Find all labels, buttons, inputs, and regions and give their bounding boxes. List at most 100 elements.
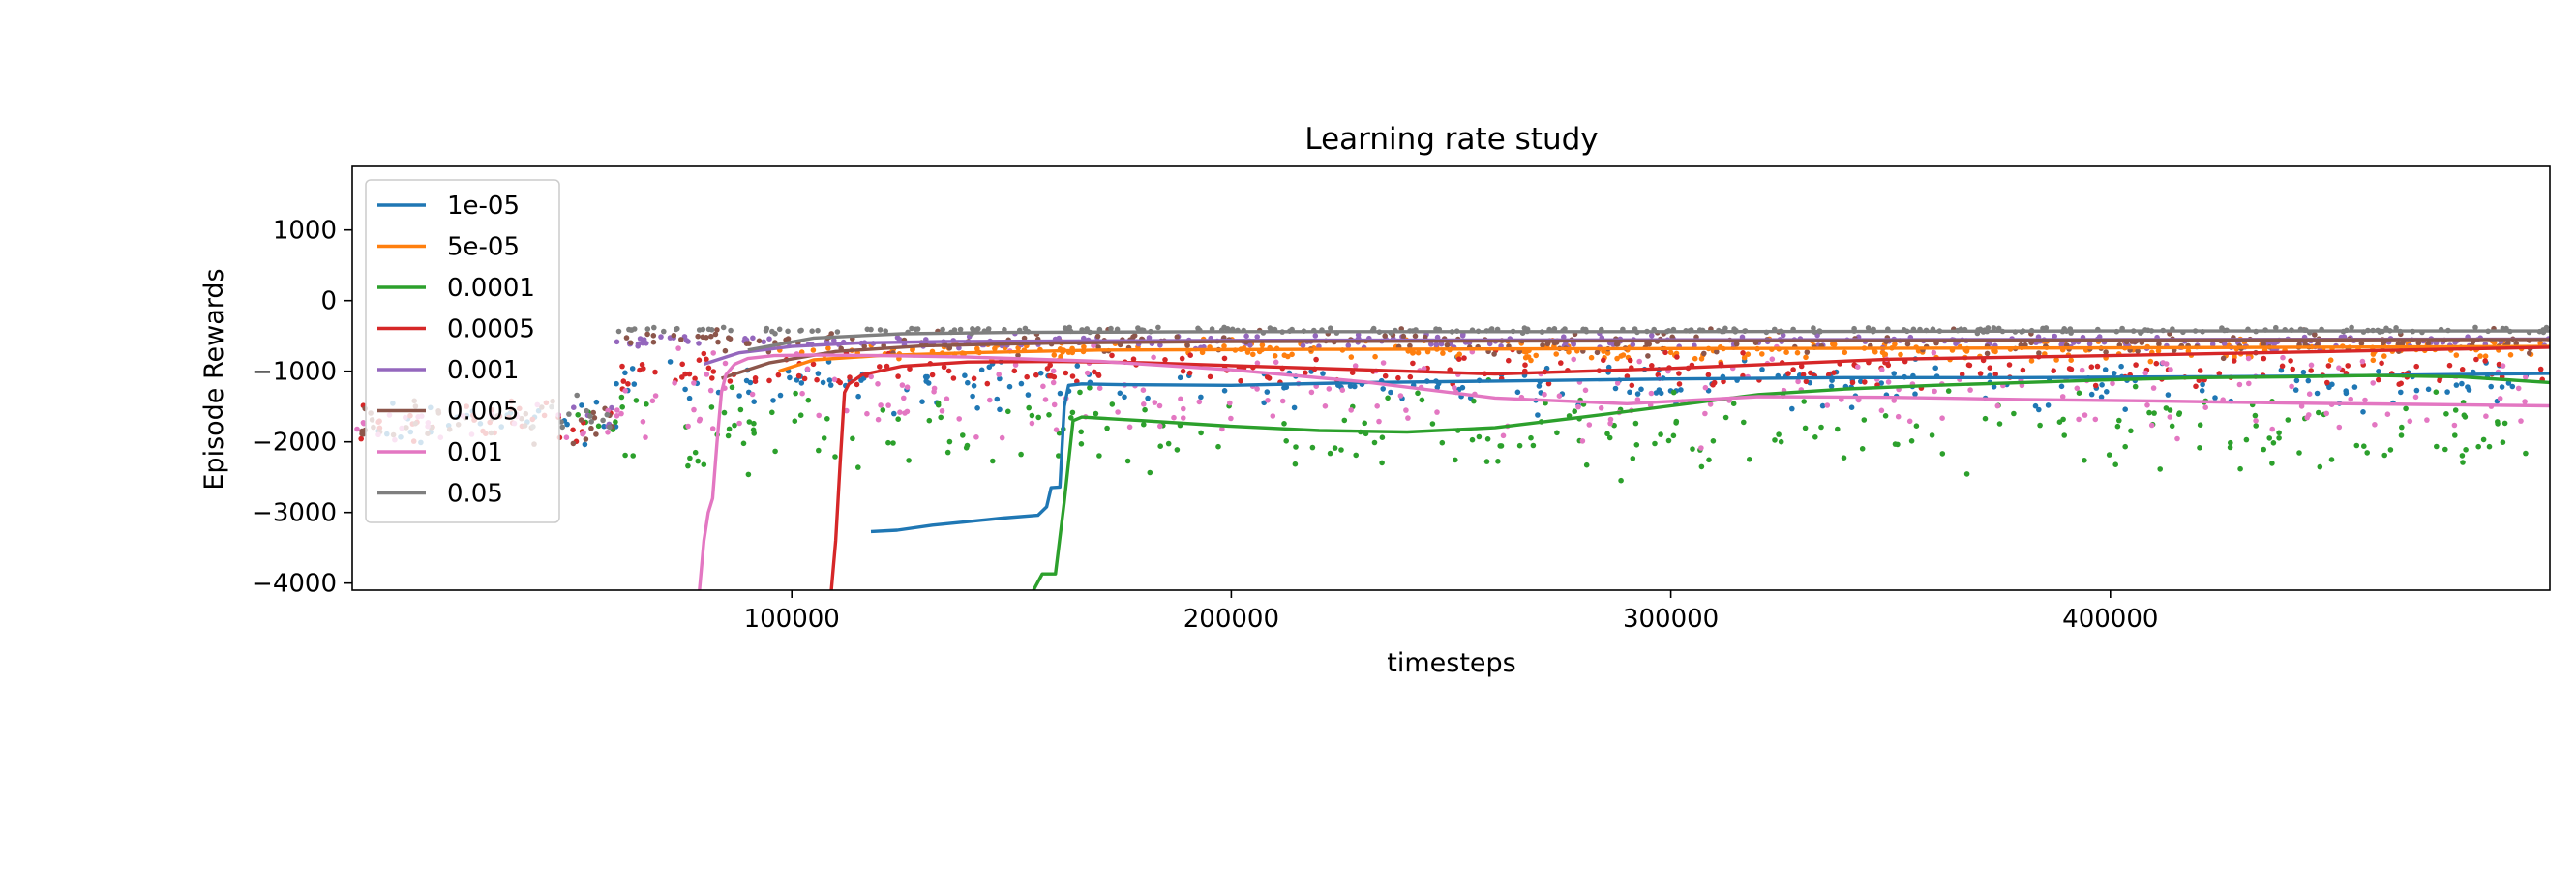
scatter-point <box>2398 389 2404 396</box>
scatter-point <box>1638 386 1644 393</box>
scatter-point <box>1795 378 1801 385</box>
scatter-point <box>960 432 966 438</box>
scatter-point <box>1645 353 1651 359</box>
scatter-point <box>2345 363 2351 369</box>
scatter-point <box>2452 432 2458 438</box>
scatter-point <box>1313 356 1319 363</box>
scatter-point <box>971 383 977 389</box>
scatter-point <box>2092 382 2099 389</box>
scatter-point <box>832 454 838 460</box>
x-tick-label: 300000 <box>1623 605 1719 634</box>
scatter-point <box>2099 382 2105 388</box>
scatter-point <box>1535 412 1541 418</box>
scatter-point <box>997 375 1003 382</box>
scatter-point <box>2328 457 2335 462</box>
scatter-point <box>1066 324 1072 331</box>
scatter-point <box>1882 413 1889 419</box>
scatter-point <box>899 382 906 388</box>
scatter-point <box>1096 385 1103 392</box>
scatter-point <box>897 409 903 416</box>
scatter-point <box>1701 350 1707 357</box>
scatter-point <box>2523 374 2529 380</box>
scatter-point <box>1667 349 1674 356</box>
legend-box <box>365 179 560 523</box>
scatter-point <box>1670 432 1677 439</box>
scatter-point <box>2209 342 2216 347</box>
scatter-point <box>2325 363 2332 369</box>
scatter-point <box>1285 353 1291 360</box>
scatter-point <box>922 373 929 380</box>
scatter-point <box>1604 350 1611 356</box>
scatter-point <box>2312 332 2318 338</box>
scatter-point <box>1776 431 1782 437</box>
scatter-point <box>2463 447 2469 453</box>
scatter-point <box>1439 439 1446 446</box>
scatter-point <box>2381 452 2387 459</box>
scatter-point <box>630 453 636 459</box>
scatter-point <box>1254 334 1260 340</box>
scatter-point <box>1141 421 1147 428</box>
scatter-point <box>2308 368 2314 373</box>
scatter-point <box>640 419 646 425</box>
scatter-point <box>2197 445 2202 451</box>
scatter-point <box>831 376 838 383</box>
scatter-point <box>1400 333 1407 340</box>
scatter-point <box>761 339 766 345</box>
scatter-point <box>1530 442 1537 449</box>
scatter-point <box>1348 407 1354 413</box>
scatter-point <box>1087 385 1093 391</box>
scatter-point <box>1759 351 1765 357</box>
scatter-point <box>2336 365 2342 372</box>
scatter-point <box>1841 455 1847 461</box>
scatter-point <box>2308 362 2315 369</box>
scatter-point <box>785 328 791 335</box>
scatter-point <box>574 392 580 399</box>
scatter-point <box>1673 420 1679 426</box>
scatter-point <box>1109 401 1116 407</box>
scatter-point <box>1769 356 1776 363</box>
scatter-point <box>1018 380 1025 387</box>
scatter-point <box>2061 432 2067 438</box>
scatter-point <box>1142 406 1148 413</box>
scatter-point <box>736 420 742 427</box>
scatter-point <box>944 449 951 456</box>
scatter-point <box>2243 436 2250 443</box>
scatter-point <box>749 391 756 398</box>
scatter-point <box>695 333 701 340</box>
scatter-point <box>906 458 912 463</box>
scatter-point <box>360 431 367 437</box>
scatter-point <box>2271 341 2277 347</box>
scatter-point <box>1811 325 1816 331</box>
scatter-point <box>578 417 584 423</box>
scatter-point <box>707 387 714 394</box>
scatter-point <box>1801 399 1807 404</box>
scatter-point <box>1063 370 1069 376</box>
scatter-point <box>1092 369 1097 375</box>
scatter-point <box>1047 372 1053 379</box>
scatter-point <box>570 427 576 433</box>
scatter-point <box>2413 387 2420 394</box>
scatter-point <box>1540 342 1545 348</box>
scatter-point <box>685 462 691 469</box>
scatter-point <box>1772 437 1778 443</box>
scatter-point <box>815 371 822 376</box>
scatter-point <box>875 416 882 423</box>
scatter-point <box>1912 391 1918 398</box>
scatter-point <box>987 397 993 403</box>
scatter-point <box>1906 418 1913 425</box>
scatter-point <box>978 367 985 373</box>
scatter-point <box>2483 413 2489 420</box>
scatter-point <box>1497 443 1503 449</box>
scatter-point <box>795 372 802 379</box>
scatter-point <box>797 328 803 334</box>
scatter-point <box>2361 443 2367 450</box>
scatter-point <box>1352 363 1359 369</box>
plot-frame <box>351 165 2551 591</box>
scatter-point <box>622 452 628 459</box>
scatter-point <box>671 332 677 339</box>
scatter-point <box>1632 420 1639 427</box>
scatter-point <box>722 360 729 367</box>
scatter-point <box>2135 348 2141 354</box>
scatter-point <box>2306 412 2312 418</box>
scatter-point <box>2147 358 2154 365</box>
